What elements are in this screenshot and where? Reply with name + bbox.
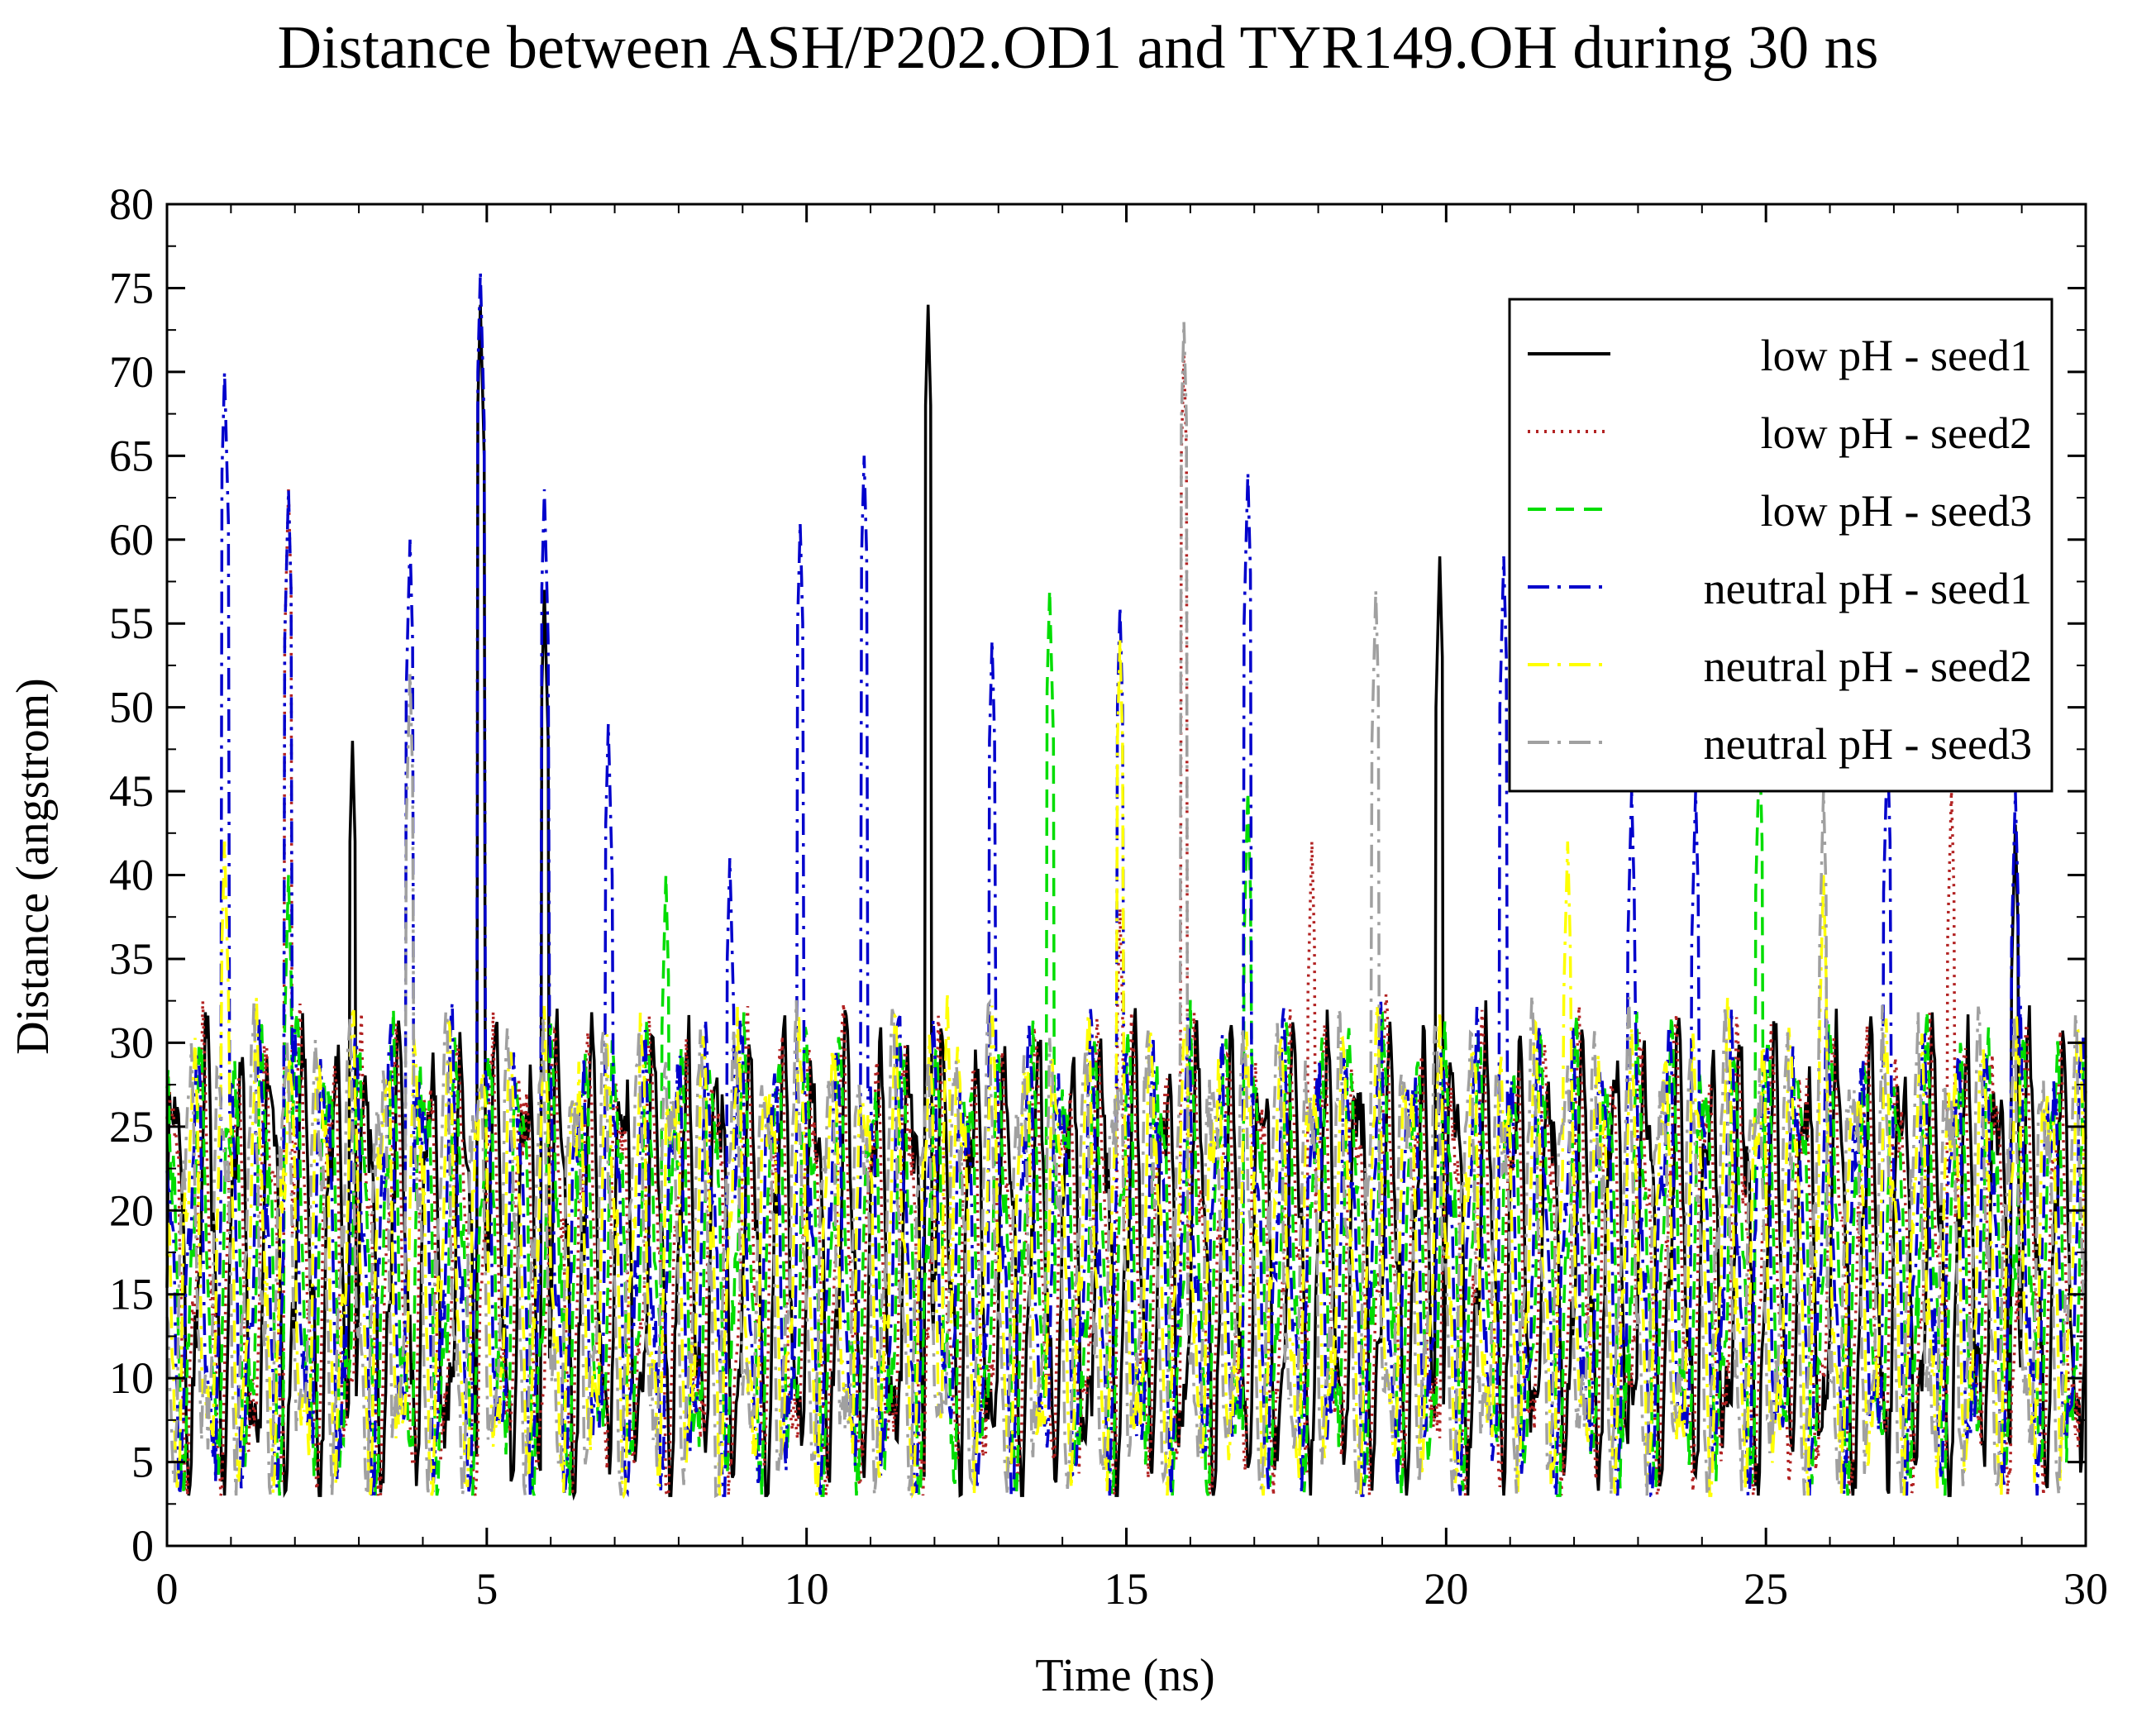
y-tick-label: 15 <box>109 1270 154 1319</box>
chart-title: Distance between ASH/P202.OD1 and TYR149… <box>278 14 1879 82</box>
legend: low pH - seed1 low pH - seed2 low pH - see… <box>1508 298 2053 793</box>
y-tick-label: 20 <box>109 1185 154 1235</box>
y-tick-label: 35 <box>109 934 154 984</box>
y-tick-label: 40 <box>109 851 154 900</box>
legend-label: low pH - seed1 <box>1761 331 2032 380</box>
series-line <box>165 640 2087 1500</box>
x-tick-label: 30 <box>2063 1564 2108 1614</box>
y-tick-label: 10 <box>109 1353 154 1403</box>
y-tick-label: 80 <box>109 179 154 229</box>
y-tick-label: 55 <box>109 599 154 648</box>
legend-box <box>1508 298 2053 793</box>
legend-label: low pH - seed3 <box>1761 486 2032 536</box>
x-tick-label: 20 <box>1424 1564 1468 1614</box>
axes: 0 5 10 15 20 25 30 0 5 10 15 20 25 30 35 40 45 50 55 60 65 70… <box>109 179 2108 1614</box>
y-tick-label: 45 <box>109 766 154 816</box>
series-line <box>165 321 2087 1500</box>
legend-label: low pH - seed2 <box>1761 408 2032 458</box>
legend-label: neutral pH - seed1 <box>1704 564 2032 613</box>
y-tick-label: 5 <box>131 1438 154 1487</box>
series-line <box>165 271 2087 1498</box>
y-tick-label: 50 <box>109 683 154 732</box>
y-tick-label: 65 <box>109 431 154 480</box>
legend-label: neutral pH - seed3 <box>1704 719 2032 769</box>
y-tick-label: 75 <box>109 263 154 312</box>
x-tick-label: 25 <box>1743 1564 1788 1614</box>
y-tick-label: 70 <box>109 347 154 397</box>
x-tick-label: 15 <box>1104 1564 1149 1614</box>
y-tick-label: 60 <box>109 515 154 565</box>
x-tick-label: 5 <box>475 1564 498 1614</box>
x-tick-label: 10 <box>785 1564 829 1614</box>
series-layer <box>165 271 2087 1501</box>
legend-label: neutral pH - seed2 <box>1704 641 2032 691</box>
y-tick-label: 25 <box>109 1102 154 1152</box>
y-tick-label: 30 <box>109 1018 154 1067</box>
x-tick-label: 0 <box>156 1564 179 1614</box>
x-axis-label: Time (ns) <box>1035 1650 1214 1701</box>
y-axis-label: Distance (angstrom) <box>7 678 59 1055</box>
y-tick-label: 0 <box>131 1521 154 1571</box>
series-line <box>165 304 2087 1501</box>
